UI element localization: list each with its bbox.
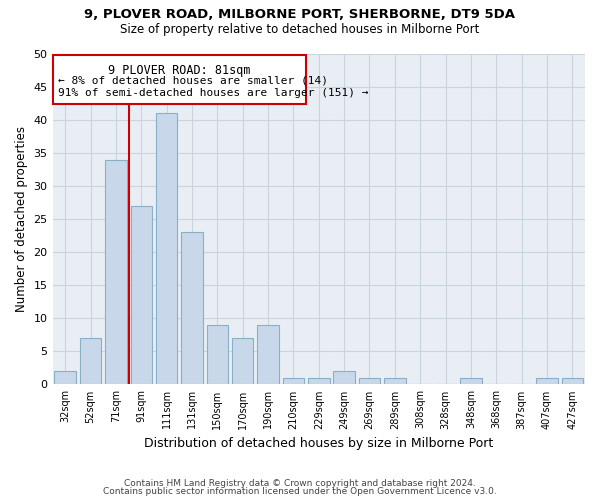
- Bar: [105, 160, 127, 384]
- Text: 9, PLOVER ROAD, MILBORNE PORT, SHERBORNE, DT9 5DA: 9, PLOVER ROAD, MILBORNE PORT, SHERBORNE…: [85, 8, 515, 20]
- Bar: [156, 114, 178, 384]
- Text: 91% of semi-detached houses are larger (151) →: 91% of semi-detached houses are larger (…: [58, 88, 368, 99]
- Bar: [206, 325, 228, 384]
- Bar: [460, 378, 482, 384]
- Bar: [55, 371, 76, 384]
- Text: Size of property relative to detached houses in Milborne Port: Size of property relative to detached ho…: [121, 22, 479, 36]
- Bar: [536, 378, 558, 384]
- Bar: [384, 378, 406, 384]
- Bar: [53, 56, 306, 104]
- X-axis label: Distribution of detached houses by size in Milborne Port: Distribution of detached houses by size …: [144, 437, 493, 450]
- Text: Contains public sector information licensed under the Open Government Licence v3: Contains public sector information licen…: [103, 487, 497, 496]
- Bar: [308, 378, 329, 384]
- Bar: [334, 371, 355, 384]
- Text: ← 8% of detached houses are smaller (14): ← 8% of detached houses are smaller (14): [58, 75, 328, 85]
- Bar: [257, 325, 279, 384]
- Bar: [562, 378, 583, 384]
- Y-axis label: Number of detached properties: Number of detached properties: [15, 126, 28, 312]
- Bar: [283, 378, 304, 384]
- Bar: [181, 232, 203, 384]
- Text: 9 PLOVER ROAD: 81sqm: 9 PLOVER ROAD: 81sqm: [108, 64, 251, 77]
- Bar: [80, 338, 101, 384]
- Bar: [359, 378, 380, 384]
- Bar: [232, 338, 253, 384]
- Bar: [131, 206, 152, 384]
- Text: Contains HM Land Registry data © Crown copyright and database right 2024.: Contains HM Land Registry data © Crown c…: [124, 478, 476, 488]
